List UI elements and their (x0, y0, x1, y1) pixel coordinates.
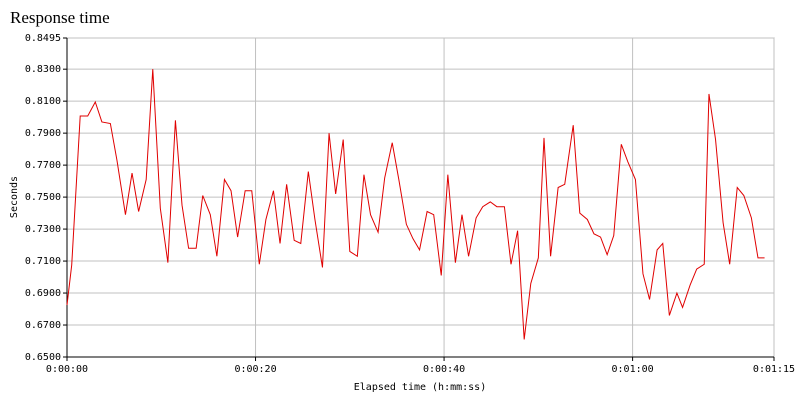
x-tick-label: 0:01:00 (612, 364, 654, 375)
y-tick-label: 0.7300 (25, 224, 61, 235)
x-axis-label: Elapsed time (h:mm:ss) (354, 382, 486, 393)
y-tick-label: 0.8300 (25, 64, 61, 75)
data-line (66, 69, 765, 340)
y-tick-label: 0.6500 (25, 352, 61, 363)
y-tick-label: 0.8100 (25, 96, 61, 107)
y-tick-label: 0.7500 (25, 192, 61, 203)
y-tick-label: 0.7900 (25, 128, 61, 139)
y-tick-label: 0.6700 (25, 320, 61, 331)
chart-title: Response time (10, 8, 110, 27)
x-tick-label: 0:01:15 (753, 364, 795, 375)
x-tick-label: 0:00:20 (234, 364, 276, 375)
y-tick-label: 0.6900 (25, 288, 61, 299)
y-tick-label: 0.8495 (25, 33, 61, 44)
x-tick-label: 0:00:40 (423, 364, 465, 375)
y-tick-label: 0.7700 (25, 160, 61, 171)
x-tick-label: 0:00:00 (46, 364, 88, 375)
y-tick-label: 0.7100 (25, 256, 61, 267)
y-axis-label: Seconds (9, 176, 20, 218)
